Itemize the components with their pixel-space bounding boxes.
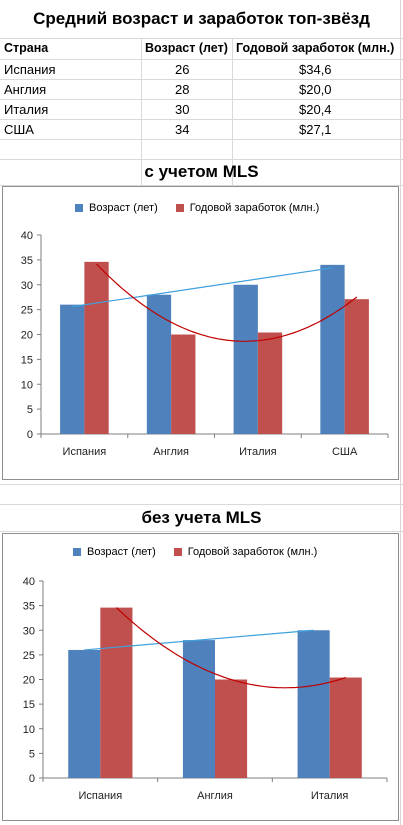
header-age: Возраст (лет) <box>145 41 228 55</box>
bar-age <box>297 630 330 778</box>
chart-legend: Возраст (лет) Годовой заработок (млн.) <box>73 546 317 558</box>
bar-salary <box>171 334 196 434</box>
legend-label-age: Возраст (лет) <box>87 546 156 558</box>
bar-salary <box>100 607 133 778</box>
bar-age <box>320 264 345 434</box>
chart-legend: Возраст (лет) Годовой заработок (млн.) <box>75 202 319 214</box>
trendline-age <box>84 629 314 651</box>
y-tick-label: 20 <box>23 675 35 687</box>
y-tick-label: 0 <box>29 773 35 785</box>
chart-with-mls: Возраст (лет) Годовой заработок (млн.) 0… <box>2 186 399 480</box>
legend-label-age: Возраст (лет) <box>89 202 158 214</box>
table-cell-salary: $27,1 <box>299 122 332 137</box>
bar-salary <box>84 261 109 434</box>
table-cell-age: 34 <box>175 122 190 137</box>
chart-without-mls: Возраст (лет) Годовой заработок (млн.) 0… <box>2 533 399 821</box>
table-cell-age: 28 <box>175 82 190 97</box>
table-cell-country: США <box>4 122 34 137</box>
bar-age <box>146 294 172 434</box>
header-country: Страна <box>4 41 49 55</box>
bar-salary <box>329 677 362 778</box>
y-tick-label: 20 <box>21 330 33 342</box>
chart-plot-area: 0 5 10 15 20 25 30 35 40 Испания Англия Италия США <box>21 230 389 458</box>
table-cell-country: Испания <box>4 62 56 77</box>
bar-salary <box>257 332 283 434</box>
table-cell-salary: $34,6 <box>299 62 332 77</box>
x-tick-label: Испания <box>79 790 123 802</box>
y-tick-label: 30 <box>23 625 35 637</box>
y-tick-label: 40 <box>21 230 33 242</box>
x-tick-label: США <box>332 446 358 458</box>
y-tick-label: 15 <box>23 699 35 711</box>
y-tick-label: 15 <box>21 354 33 366</box>
bar-salary <box>344 299 369 434</box>
chart-plot-area: 0 5 10 15 20 25 30 35 40 Испания Англия Италия <box>23 576 388 802</box>
y-tick-label: 5 <box>27 404 33 416</box>
bar-age <box>60 304 85 434</box>
x-tick-label: Англия <box>153 446 189 458</box>
sheet-title: Средний возраст и заработок топ-звёзд <box>33 9 370 28</box>
y-tick-label: 35 <box>21 255 33 267</box>
x-tick-label: Испания <box>63 446 107 458</box>
section-title-without-mls: без учета MLS <box>141 508 262 527</box>
table-cell-age: 26 <box>175 62 190 77</box>
section-title-with-mls: с учетом MLS <box>144 162 259 181</box>
legend-label-salary: Годовой заработок (млн.) <box>187 546 318 558</box>
x-tick-label: Англия <box>197 790 233 802</box>
y-tick-label: 30 <box>21 280 33 292</box>
header-salary: Годовой заработок (млн.) <box>236 41 395 55</box>
x-tick-label: Италия <box>239 446 277 458</box>
y-tick-label: 35 <box>23 601 35 613</box>
bar-age <box>68 649 101 778</box>
table-cell-salary: $20,4 <box>299 102 332 117</box>
legend-swatch-age <box>73 548 81 556</box>
legend-swatch-salary <box>175 204 184 212</box>
trendline-age <box>72 267 333 308</box>
table-cell-country: Италия <box>4 102 49 117</box>
legend-swatch-salary <box>173 548 182 556</box>
y-tick-label: 0 <box>27 429 33 441</box>
y-tick-label: 40 <box>23 576 35 588</box>
trendline-salary <box>96 263 358 342</box>
y-tick-label: 5 <box>29 748 35 760</box>
legend-swatch-age <box>75 204 83 212</box>
y-tick-label: 10 <box>23 724 35 736</box>
trendline-salary <box>115 607 346 689</box>
bar-age <box>182 640 215 778</box>
y-tick-label: 10 <box>21 379 33 391</box>
bar-salary <box>215 679 248 778</box>
y-tick-label: 25 <box>23 650 35 662</box>
y-tick-label: 25 <box>21 305 33 317</box>
bar-age <box>233 284 258 434</box>
table-cell-salary: $20,0 <box>299 82 332 97</box>
table-cell-age: 30 <box>175 102 190 117</box>
table-cell-country: Англия <box>4 82 47 97</box>
x-tick-label: Италия <box>311 790 349 802</box>
legend-label-salary: Годовой заработок (млн.) <box>189 202 320 214</box>
